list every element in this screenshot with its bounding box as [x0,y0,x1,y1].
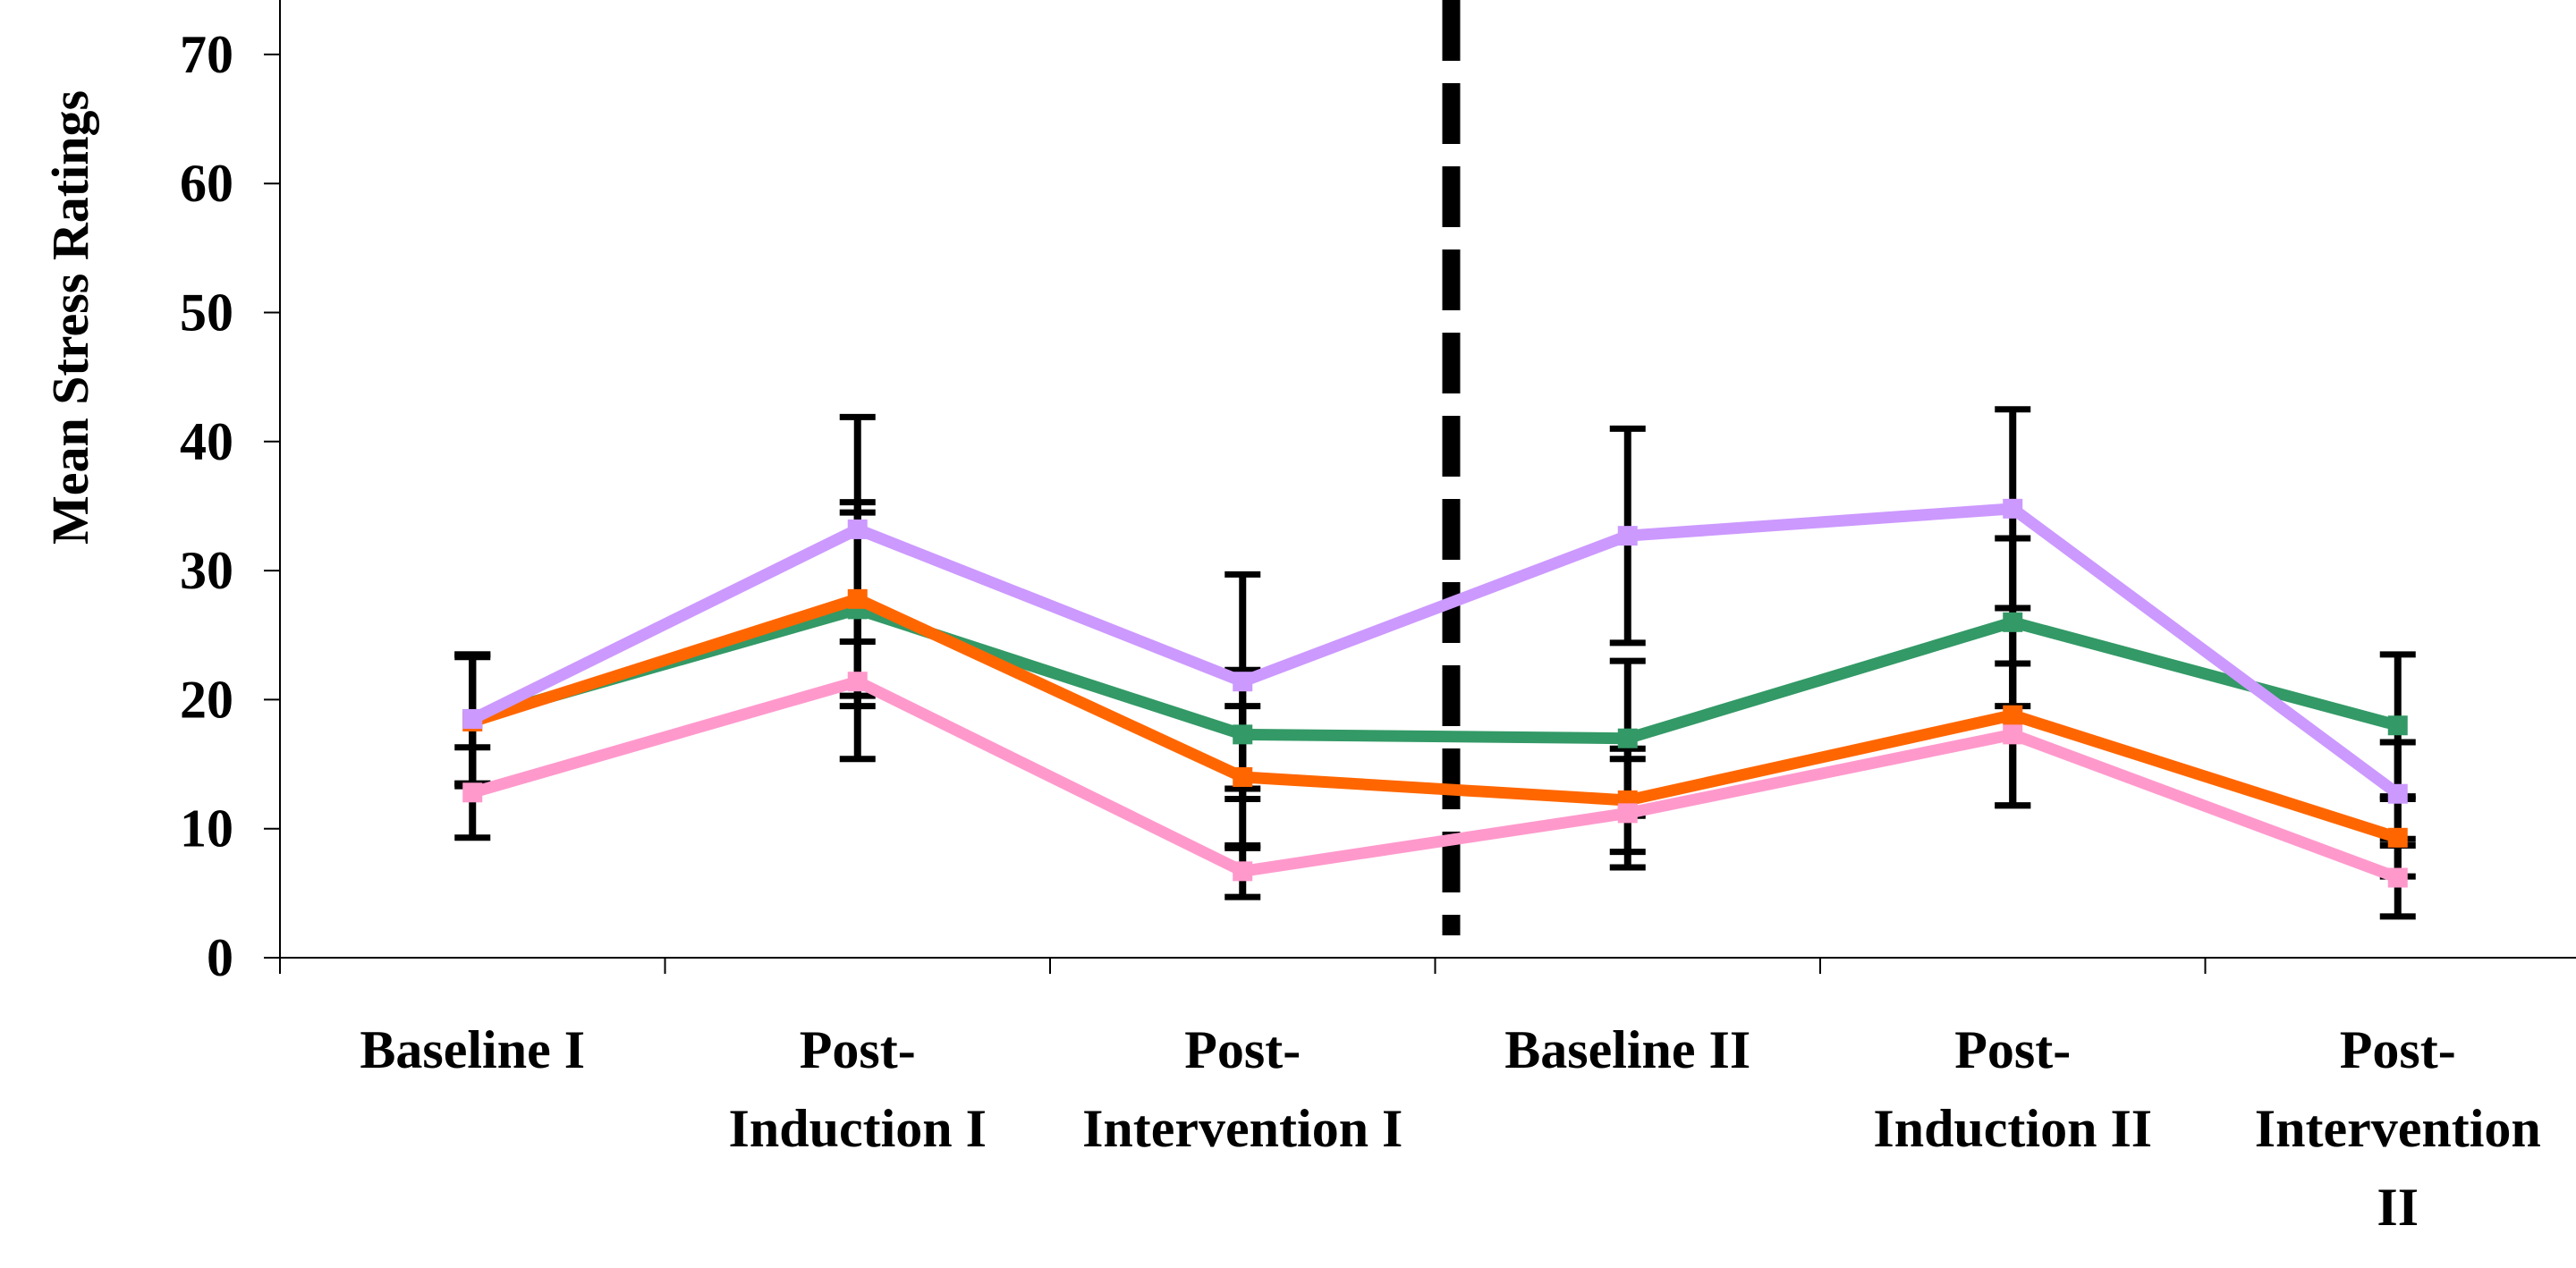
y-tick-label: 60 [180,154,233,213]
data-point [2003,612,2023,632]
x-category-label: Induction I [729,1099,987,1158]
data-point [1233,766,1253,787]
x-category-label: Intervention [2255,1099,2541,1158]
x-category-label: Post- [1184,1020,1301,1079]
series-line-3 [466,503,2404,800]
x-category-label: Baseline II [1504,1020,1750,1079]
y-tick-label: 30 [180,541,233,600]
series-line-2 [466,675,2404,884]
data-point [847,519,868,539]
y-tick-label: 10 [180,799,233,858]
y-tick-label: 40 [180,412,233,471]
x-category-label: Intervention I [1082,1099,1402,1158]
data-point [2003,705,2023,725]
y-axis-title: Mean Stress Ratings [41,90,99,545]
series-line-1 [466,593,2404,844]
x-category-label: Post- [1954,1020,2071,1079]
x-category-label: Induction II [1873,1099,2152,1158]
y-tick-label: 50 [180,283,233,342]
data-point [2387,827,2408,848]
x-category-label: Post- [800,1020,916,1079]
data-point [1617,526,1638,546]
series-lines [462,498,2408,888]
data-point [1617,728,1638,748]
data-point [2003,498,2023,519]
x-category-label: II [2377,1178,2419,1237]
series-line-0 [466,603,2404,745]
data-point [2387,715,2408,736]
data-point [2387,783,2408,804]
axes [264,0,2576,974]
data-point [2387,867,2408,888]
labels: 0 10 20 30 40 50 60 70 Mean Stress Ratings Baseli… [41,25,2541,1237]
data-point [2003,724,2023,745]
data-point [1233,861,1253,882]
data-point [1617,803,1638,824]
y-tick-label: 0 [207,928,233,987]
x-category-label: Post- [2340,1020,2456,1079]
data-point [462,709,483,730]
data-point [462,782,483,803]
data-point [1233,672,1253,692]
data-point [847,588,868,609]
data-point [1233,724,1253,745]
data-point [847,672,868,692]
y-tick-label: 20 [180,670,233,729]
x-category-label: Baseline I [360,1020,585,1079]
y-tick-label: 70 [180,25,233,84]
